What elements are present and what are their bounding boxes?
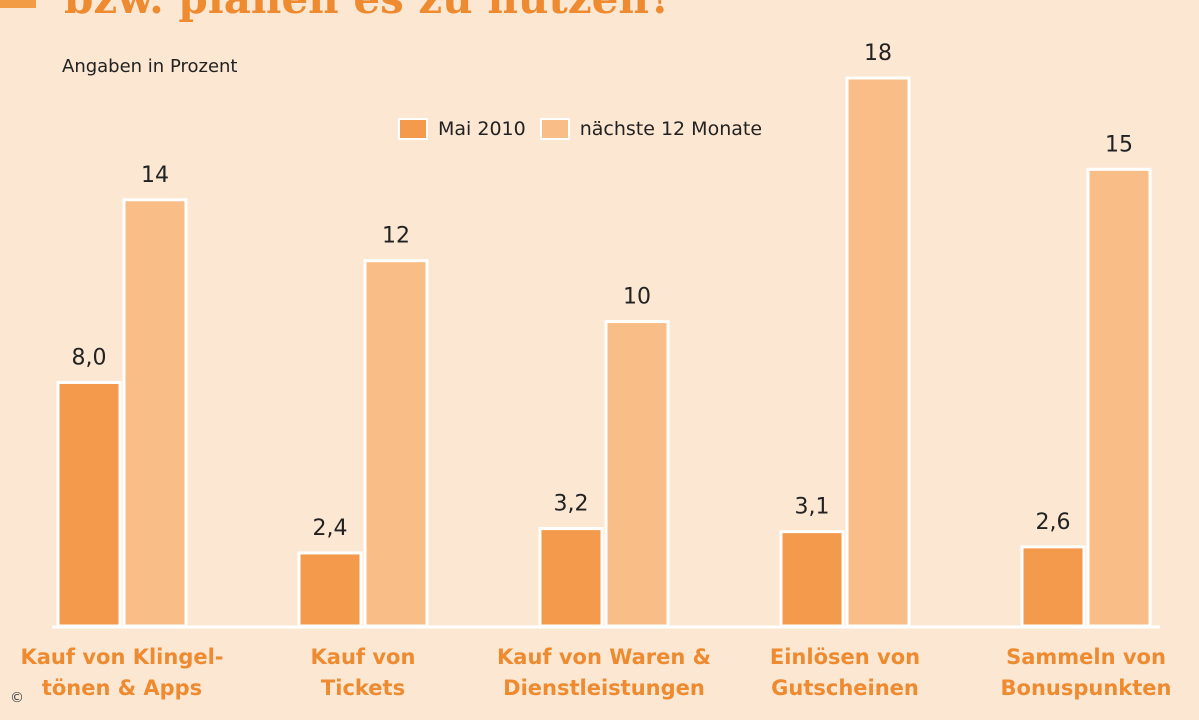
- category-label-3-line-1: Kauf von Waren &: [497, 645, 711, 669]
- bar-series-1-cat-5: [1020, 545, 1086, 628]
- category-label-3-line-2: Dienstleistungen: [503, 676, 705, 700]
- value-label-series-2-cat-1: 14: [141, 163, 169, 188]
- legend-swatch-series-2: [539, 118, 570, 140]
- category-label-1-line-1: Kauf von Klingel-: [20, 645, 223, 669]
- chart-title: bzw. planen es zu nutzen?: [64, 0, 674, 23]
- bar-series-2-cat-4: [845, 76, 911, 628]
- bar-series-1-cat-4: [779, 530, 845, 628]
- category-label-3: Kauf von Waren & Dienstleistungen: [497, 645, 711, 700]
- bar-series-1-cat-3: [538, 527, 604, 628]
- legend-swatch-series-1: [398, 118, 428, 140]
- category-label-2-line-1: Kauf von: [311, 645, 416, 669]
- value-label-series-1-cat-5: 2,6: [1036, 510, 1071, 535]
- value-label-series-2-cat-4: 18: [864, 41, 892, 66]
- bar-series-1-cat-1: [56, 380, 122, 628]
- title-accent-bar: [0, 0, 36, 8]
- legend: Mai 2010 nächste 12 Monate: [398, 118, 762, 140]
- bar-series-2-cat-2: [363, 259, 429, 628]
- category-label-4-line-2: Gutscheinen: [771, 676, 919, 700]
- value-label-series-1-cat-2: 2,4: [313, 516, 348, 541]
- value-label-series-1-cat-4: 3,1: [795, 495, 830, 520]
- bar-series-2-cat-3: [604, 320, 670, 628]
- bar-series-2-cat-1: [122, 198, 188, 628]
- category-label-4: Einlösen von Gutscheinen: [770, 645, 920, 700]
- legend-item-series-1: Mai 2010: [398, 118, 526, 140]
- legend-label-series-2: nächste 12 Monate: [579, 118, 763, 140]
- value-label-series-2-cat-5: 15: [1105, 132, 1133, 157]
- category-label-2: Kauf von Tickets: [311, 645, 416, 700]
- value-label-series-1-cat-1: 8,0: [72, 345, 107, 370]
- category-label-4-line-1: Einlösen von: [770, 645, 920, 669]
- bar-series-2-cat-5: [1086, 167, 1152, 628]
- legend-item-series-2: nächste 12 Monate: [539, 118, 763, 140]
- bar-series-1-cat-2: [297, 551, 363, 628]
- category-label-1: Kauf von Klingel-tönen & Apps: [20, 645, 223, 700]
- chart-subtitle: Angaben in Prozent: [62, 56, 238, 77]
- value-label-series-2-cat-2: 12: [382, 224, 410, 249]
- category-label-1-line-2: tönen & Apps: [42, 676, 202, 700]
- category-label-5-line-1: Sammeln von: [1006, 645, 1166, 669]
- category-label-2-line-2: Tickets: [321, 676, 405, 700]
- legend-label-series-1: Mai 2010: [438, 118, 526, 140]
- value-label-series-2-cat-3: 10: [623, 285, 651, 310]
- category-label-5-line-2: Bonuspunkten: [1001, 676, 1172, 700]
- value-label-series-1-cat-3: 3,2: [554, 492, 589, 517]
- copyright-icon: ©: [10, 690, 24, 706]
- category-label-5: Sammeln von Bonuspunkten: [1001, 645, 1172, 700]
